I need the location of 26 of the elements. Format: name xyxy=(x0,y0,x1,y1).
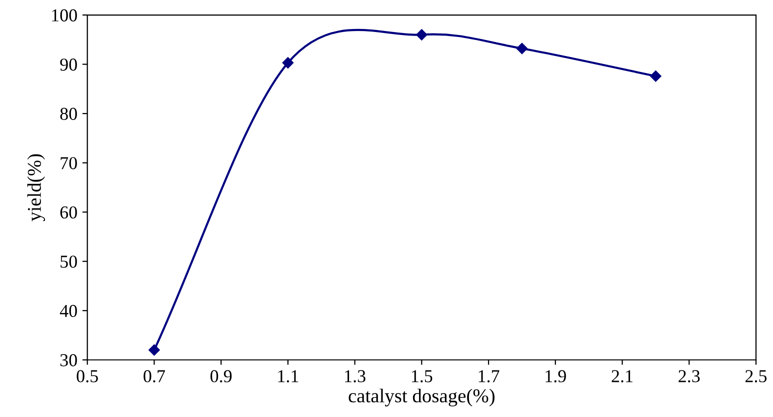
y-tick-label: 90 xyxy=(60,58,77,71)
y-tick-label: 60 xyxy=(60,206,77,219)
point xyxy=(148,344,160,356)
x-tick-label: 1.7 xyxy=(478,370,500,382)
x-axis-title: catalyst dosage(%) xyxy=(348,388,495,406)
point xyxy=(650,70,662,82)
x-tick-label: 0.5 xyxy=(76,370,98,382)
x-tick-label: 1.5 xyxy=(412,370,432,382)
y-tick-label: 100 xyxy=(52,9,77,22)
x-tick-label: 1.3 xyxy=(345,370,366,382)
point xyxy=(516,42,528,54)
x-tick-label: 1.1 xyxy=(278,370,298,382)
y-axis-title: yield(%) xyxy=(27,154,45,222)
x-tick-label: 2.1 xyxy=(612,370,632,382)
point xyxy=(282,57,294,68)
y-tick-label: 40 xyxy=(60,304,77,318)
y-tick-label: 30 xyxy=(60,354,77,366)
x-tick-label: 2.5 xyxy=(746,370,767,382)
x-tick-label: 0.7 xyxy=(144,370,165,382)
y-tick-label: 50 xyxy=(60,256,77,268)
y-tick-label: 70 xyxy=(60,157,77,170)
x-tick-label: 0.9 xyxy=(210,370,232,382)
x-tick-label: 1.9 xyxy=(546,370,566,382)
point xyxy=(416,29,428,40)
y-tick-label: 80 xyxy=(60,108,77,120)
x-tick-label: 2.3 xyxy=(678,370,700,382)
